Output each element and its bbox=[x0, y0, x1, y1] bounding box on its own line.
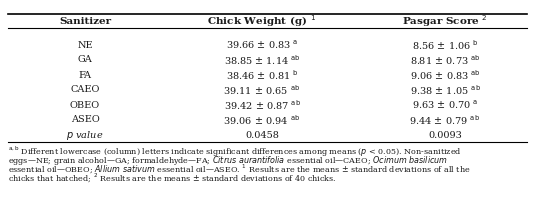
Text: eggs—NE; grain alcohol—GA; formaldehyde—FA; $\it{Citrus\ aurantifolia}$ essentia: eggs—NE; grain alcohol—GA; formaldehyde—… bbox=[8, 154, 448, 167]
Text: 8.81 $\pm$ 0.73 $^{\rm ab}$: 8.81 $\pm$ 0.73 $^{\rm ab}$ bbox=[410, 53, 480, 67]
Text: 39.66 $\pm$ 0.83 $^{\rm a}$: 39.66 $\pm$ 0.83 $^{\rm a}$ bbox=[226, 39, 298, 51]
Text: 9.44 $\pm$ 0.79 $^{\rm ab}$: 9.44 $\pm$ 0.79 $^{\rm ab}$ bbox=[409, 113, 480, 127]
Text: $p$ value: $p$ value bbox=[66, 129, 104, 142]
Text: 39.06 $\pm$ 0.94 $^{\rm ab}$: 39.06 $\pm$ 0.94 $^{\rm ab}$ bbox=[224, 113, 301, 127]
Text: 0.0458: 0.0458 bbox=[245, 130, 279, 140]
Text: Pasgar Score $^2$: Pasgar Score $^2$ bbox=[402, 13, 488, 29]
Text: 9.63 $\pm$ 0.70 $^{\rm a}$: 9.63 $\pm$ 0.70 $^{\rm a}$ bbox=[412, 99, 478, 111]
Text: 8.56 $\pm$ 1.06 $^{\rm b}$: 8.56 $\pm$ 1.06 $^{\rm b}$ bbox=[411, 38, 478, 52]
Text: 9.06 $\pm$ 0.83 $^{\rm ab}$: 9.06 $\pm$ 0.83 $^{\rm ab}$ bbox=[410, 68, 480, 82]
Text: chicks that hatched; $^2$ Results are the means $\pm$ standard deviations of 40 : chicks that hatched; $^2$ Results are th… bbox=[8, 172, 337, 185]
Text: OBEO: OBEO bbox=[70, 100, 100, 110]
Text: 39.42 $\pm$ 0.87 $^{\rm ab}$: 39.42 $\pm$ 0.87 $^{\rm ab}$ bbox=[224, 98, 301, 112]
Text: GA: GA bbox=[78, 55, 93, 64]
Text: $^{\rm a,b}$ Different lowercase (column) letters indicate significant differenc: $^{\rm a,b}$ Different lowercase (column… bbox=[8, 144, 462, 159]
Text: 0.0093: 0.0093 bbox=[428, 130, 462, 140]
Text: NE: NE bbox=[77, 40, 93, 49]
Text: FA: FA bbox=[79, 71, 91, 79]
Text: 38.85 $\pm$ 1.14 $^{\rm ab}$: 38.85 $\pm$ 1.14 $^{\rm ab}$ bbox=[224, 53, 300, 67]
Text: ASEO: ASEO bbox=[71, 116, 100, 124]
Text: essential oil—OBEO; $\it{Allium\ sativum}$ essential oil—ASEO. $^1$ Results are : essential oil—OBEO; $\it{Allium\ sativum… bbox=[8, 163, 470, 176]
Text: Sanitizer: Sanitizer bbox=[59, 17, 111, 25]
Text: Chick Weight (g) $^1$: Chick Weight (g) $^1$ bbox=[208, 13, 317, 29]
Text: 39.11 $\pm$ 0.65 $^{\rm ab}$: 39.11 $\pm$ 0.65 $^{\rm ab}$ bbox=[224, 83, 301, 97]
Text: 38.46 $\pm$ 0.81 $^{\rm b}$: 38.46 $\pm$ 0.81 $^{\rm b}$ bbox=[226, 68, 299, 82]
Text: 9.38 $\pm$ 1.05 $^{\rm ab}$: 9.38 $\pm$ 1.05 $^{\rm ab}$ bbox=[409, 83, 480, 97]
Text: CAEO: CAEO bbox=[70, 86, 100, 95]
